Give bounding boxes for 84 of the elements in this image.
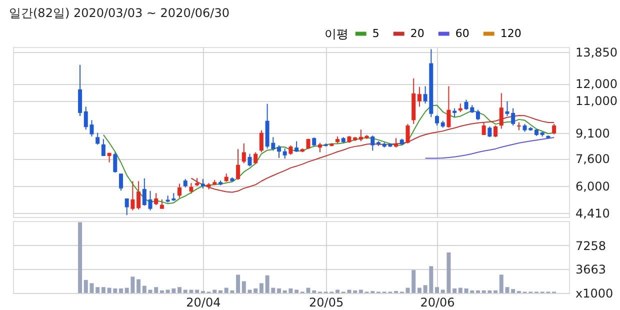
candlestick [552, 123, 556, 135]
candlestick [446, 86, 451, 128]
bar [78, 222, 82, 293]
bar [452, 288, 457, 293]
y-tick-label: x1000 [576, 286, 614, 300]
x-tick-label: 20/04 [186, 296, 221, 310]
candlestick [248, 153, 252, 167]
bar [236, 274, 240, 293]
candlestick [288, 144, 293, 156]
candlestick [78, 64, 82, 117]
y-tick-label: 6,000 [576, 180, 610, 194]
candlestick [124, 198, 129, 216]
legend-title: 이평 [324, 27, 348, 41]
bar [458, 288, 462, 293]
chart-title: 일간(82일) 2020/03/03 ~ 2020/06/30 [9, 6, 230, 20]
bar [358, 290, 363, 293]
candlestick [505, 100, 510, 117]
candlestick [294, 140, 299, 152]
bar [259, 283, 264, 293]
y-tick-label: 3663 [576, 262, 606, 277]
bar [218, 290, 222, 293]
y-tick-label: 9,100 [576, 126, 610, 141]
candlestick [476, 109, 480, 121]
candlestick [101, 138, 106, 157]
candlestick [277, 144, 282, 158]
candlestick [406, 123, 410, 144]
candlestick [435, 114, 440, 126]
candlestick [318, 142, 322, 153]
candlestick [113, 152, 118, 174]
candlestick [200, 178, 205, 189]
y-tick-label: 7258 [576, 238, 606, 253]
x-tick-label: 20/05 [309, 296, 344, 310]
candlestick [148, 190, 152, 211]
bar [294, 290, 299, 293]
candlestick [417, 86, 422, 108]
y-tick-label: 11,000 [576, 94, 618, 108]
bar [494, 290, 498, 293]
bar [160, 290, 164, 293]
candlestick [494, 125, 498, 138]
candlestick [160, 198, 164, 210]
bar [101, 287, 106, 293]
line-series [424, 137, 555, 159]
candlestick [370, 135, 375, 152]
bar [142, 286, 146, 293]
bar [195, 290, 200, 293]
bar [412, 270, 416, 293]
bar [178, 287, 182, 293]
candlestick [178, 183, 182, 198]
candlestick [306, 138, 310, 150]
candlestick [282, 148, 287, 160]
y-tick-label: 7,600 [576, 152, 610, 166]
x-tick-label: 20/06 [420, 296, 455, 310]
legend-label: 5 [372, 26, 380, 40]
bar [417, 288, 422, 293]
candlestick [189, 182, 194, 194]
bar [254, 288, 258, 293]
bar [336, 290, 340, 293]
candlestick [142, 178, 146, 206]
legend-label: 20 [410, 26, 424, 40]
candlestick [499, 92, 504, 130]
candlestick [511, 108, 516, 126]
candlestick [488, 126, 492, 138]
candlestick [154, 192, 158, 206]
candlestick [259, 130, 264, 153]
bar [136, 279, 141, 293]
bar [435, 287, 440, 293]
bar [476, 290, 480, 293]
bar [511, 289, 516, 293]
y-tick-label: 4,410 [576, 206, 610, 221]
candlestick [130, 180, 135, 211]
bar [353, 290, 358, 293]
bar [96, 287, 100, 293]
legend-label: 60 [455, 26, 470, 40]
y-tick-label: 12,000 [576, 77, 618, 92]
y-tick-label: 13,850 [576, 45, 618, 60]
candlestick [482, 122, 486, 136]
candlestick [242, 142, 246, 164]
candlestick [136, 180, 141, 210]
bar [277, 288, 282, 293]
candlestick [96, 132, 100, 146]
candlestick [118, 173, 123, 192]
legend-label: 120 [500, 26, 522, 40]
candlestick [236, 148, 240, 180]
bar [118, 288, 123, 293]
